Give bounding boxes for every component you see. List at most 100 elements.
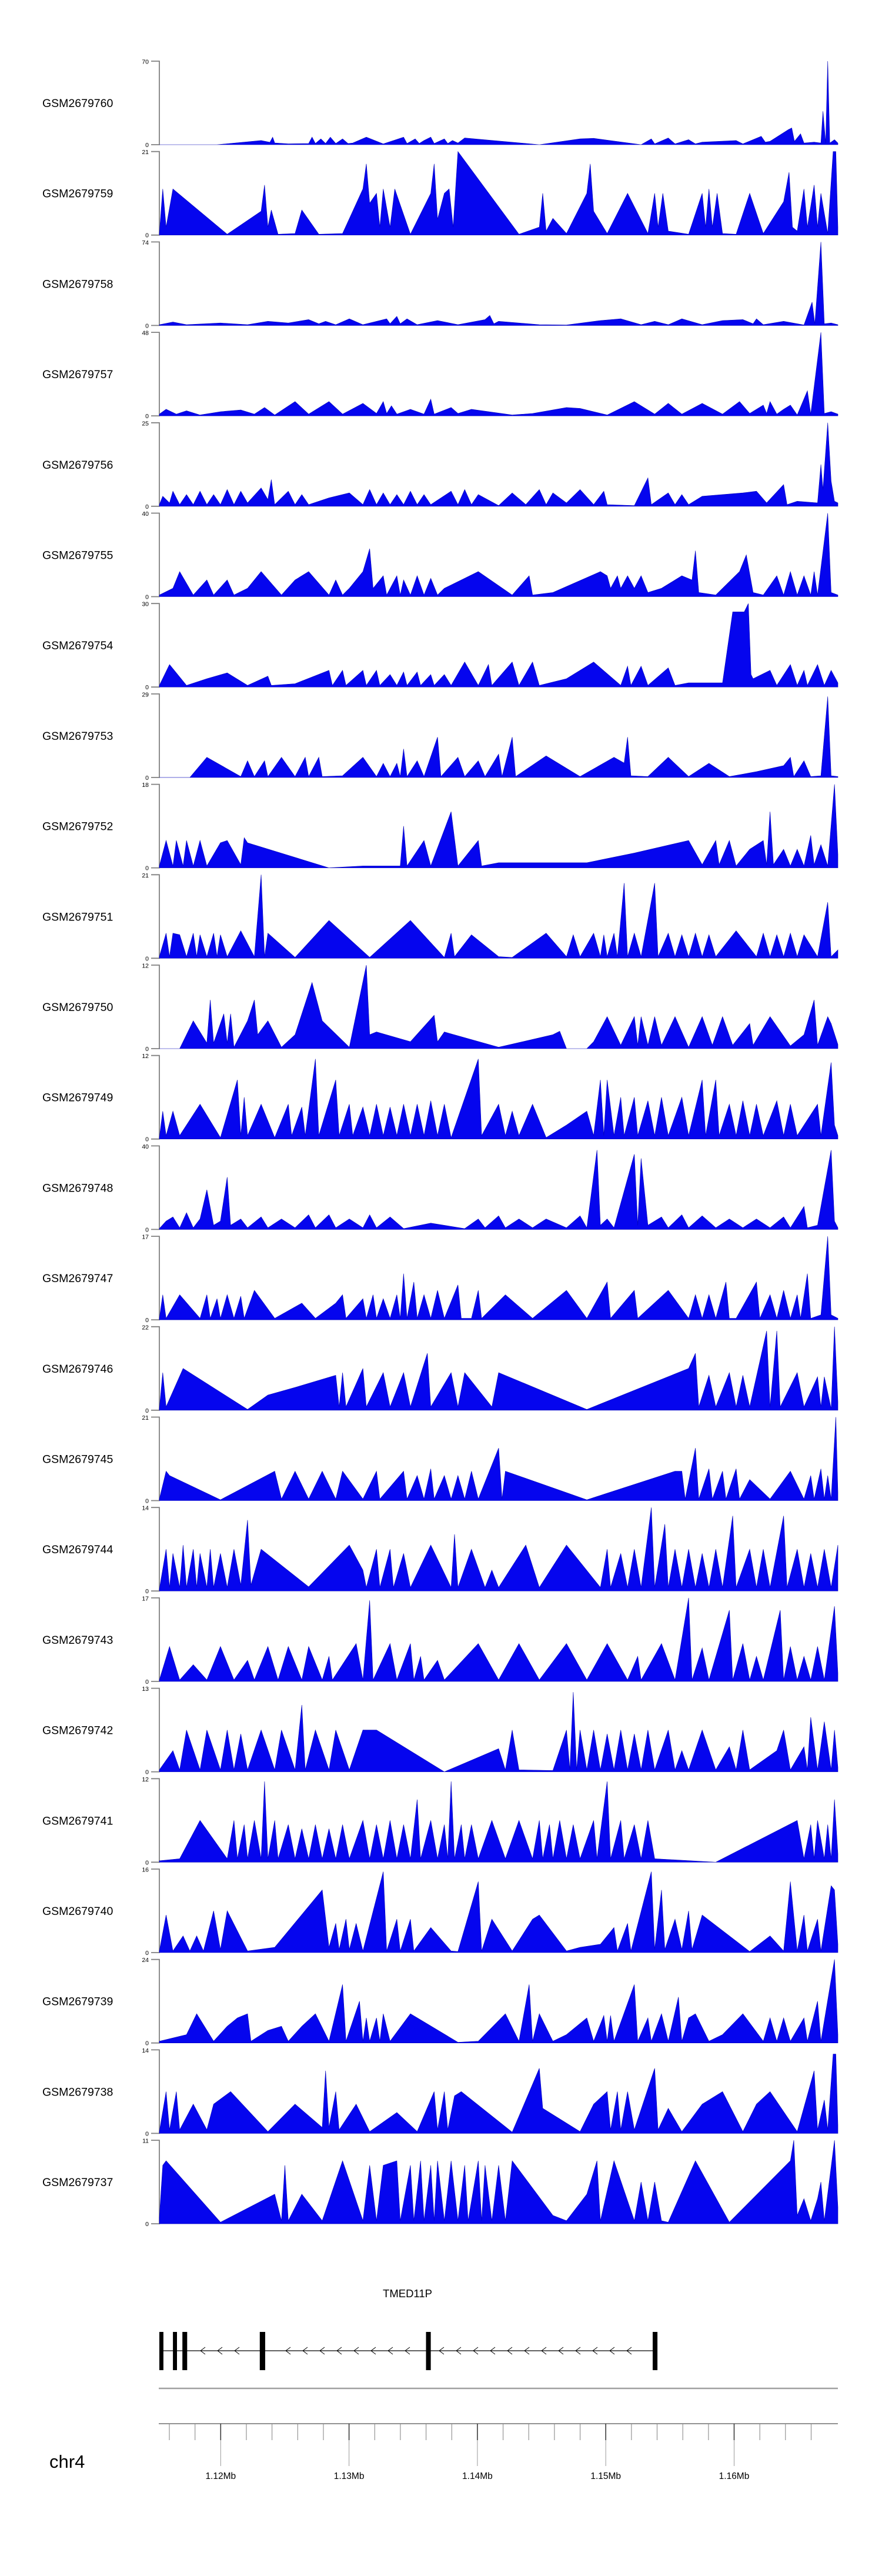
track-area bbox=[159, 2054, 838, 2134]
track-y-axis bbox=[151, 1416, 160, 1501]
y-axis-zero-label: 0 bbox=[145, 503, 149, 510]
gene-name-label: TMED11P bbox=[383, 2287, 432, 2300]
track-label: GSM2679760 bbox=[42, 97, 113, 110]
intron-strand-arrow-icon bbox=[558, 2347, 564, 2355]
track-row-GSM2679742: GSM2679742 13 0 bbox=[42, 1686, 838, 1776]
y-axis-max-label: 17 bbox=[142, 1234, 149, 1241]
track-label: GSM2679757 bbox=[42, 368, 113, 381]
y-axis-zero-label: 0 bbox=[145, 1136, 149, 1143]
track-label: GSM2679749 bbox=[42, 1092, 113, 1105]
track-area bbox=[159, 1150, 838, 1230]
track-y-axis bbox=[151, 2049, 160, 2134]
track-row-GSM2679739: GSM2679739 24 0 bbox=[42, 1957, 838, 2047]
chromosome-label: chr4 bbox=[49, 2451, 85, 2472]
exon-box bbox=[182, 2332, 188, 2370]
track-y-axis bbox=[151, 1236, 160, 1320]
track-area bbox=[159, 1781, 838, 1863]
y-axis-max-label: 22 bbox=[142, 1324, 149, 1331]
y-axis-zero-label: 0 bbox=[145, 1859, 149, 1866]
track-row-GSM2679737: GSM2679737 11 0 bbox=[42, 2138, 838, 2228]
track-area bbox=[159, 1507, 838, 1591]
track-area bbox=[159, 242, 838, 326]
track-label: GSM2679748 bbox=[42, 1182, 113, 1194]
intron-strand-arrow-icon bbox=[507, 2347, 513, 2355]
intron-strand-arrow-icon bbox=[200, 2347, 206, 2355]
track-label: GSM2679759 bbox=[42, 188, 113, 201]
track-y-axis bbox=[151, 1958, 160, 2044]
track-row-GSM2679752: GSM2679752 18 0 bbox=[42, 782, 838, 872]
y-axis-zero-label: 0 bbox=[145, 1226, 149, 1233]
track-area bbox=[159, 1236, 838, 1320]
track-label: GSM2679739 bbox=[42, 1996, 113, 2008]
intron-strand-arrow-icon bbox=[405, 2347, 410, 2355]
y-axis-zero-label: 0 bbox=[145, 865, 149, 872]
track-area bbox=[159, 1692, 838, 1772]
track-area bbox=[159, 1959, 838, 2043]
y-axis-max-label: 21 bbox=[142, 872, 149, 879]
intron-strand-arrow-icon bbox=[319, 2347, 325, 2355]
track-label: GSM2679745 bbox=[42, 1453, 113, 1466]
intron-strand-arrow-icon bbox=[456, 2347, 462, 2355]
y-axis-max-label: 17 bbox=[142, 1595, 149, 1602]
y-axis-zero-label: 0 bbox=[145, 1679, 149, 1686]
y-axis-max-label: 12 bbox=[142, 1776, 149, 1783]
track-y-axis bbox=[151, 1687, 160, 1773]
track-y-axis bbox=[151, 422, 160, 507]
exon-box bbox=[159, 2332, 163, 2370]
track-label: GSM2679755 bbox=[42, 549, 113, 562]
track-label: GSM2679746 bbox=[42, 1363, 113, 1376]
intron-strand-arrow-icon bbox=[626, 2347, 632, 2355]
track-row-GSM2679740: GSM2679740 16 0 bbox=[42, 1867, 838, 1957]
track-label: GSM2679737 bbox=[42, 2176, 113, 2189]
y-axis-max-label: 14 bbox=[142, 1505, 149, 1512]
genome-axis: 1.12Mb 1.13Mb 1.14Mb 1.15Mb 1.16Mb bbox=[159, 2423, 838, 2481]
y-axis-zero-label: 0 bbox=[145, 2221, 149, 2228]
y-axis-zero-label: 0 bbox=[145, 232, 149, 239]
track-row-GSM2679749: GSM2679749 12 0 bbox=[42, 1053, 838, 1143]
track-y-axis bbox=[151, 1055, 160, 1140]
y-axis-zero-label: 0 bbox=[145, 1588, 149, 1595]
y-axis-zero-label: 0 bbox=[145, 1498, 149, 1505]
y-axis-zero-label: 0 bbox=[145, 2040, 149, 2047]
track-label: GSM2679743 bbox=[42, 1634, 113, 1647]
track-y-axis bbox=[151, 1868, 160, 1953]
y-axis-max-label: 14 bbox=[142, 2047, 149, 2054]
track-area bbox=[159, 696, 838, 778]
track-row-GSM2679755: GSM2679755 40 0 bbox=[42, 510, 838, 601]
track-y-axis bbox=[151, 1507, 160, 1592]
track-row-GSM2679759: GSM2679759 21 0 bbox=[42, 149, 838, 239]
y-axis-zero-label: 0 bbox=[145, 142, 149, 149]
track-row-GSM2679757: GSM2679757 48 0 bbox=[42, 330, 838, 420]
track-label: GSM2679752 bbox=[42, 820, 113, 833]
intron-strand-arrow-icon bbox=[592, 2347, 598, 2355]
intron-strand-arrow-icon bbox=[370, 2347, 376, 2355]
track-label: GSM2679744 bbox=[42, 1543, 113, 1556]
y-axis-max-label: 40 bbox=[142, 1143, 149, 1150]
intron-strand-arrow-icon bbox=[387, 2347, 393, 2355]
y-axis-zero-label: 0 bbox=[145, 1769, 149, 1776]
track-y-axis bbox=[151, 693, 160, 778]
track-area bbox=[159, 1871, 838, 1953]
track-row-GSM2679758: GSM2679758 74 0 bbox=[42, 239, 838, 329]
track-row-GSM2679748: GSM2679748 40 0 bbox=[42, 1143, 838, 1233]
track-row-GSM2679738: GSM2679738 14 0 bbox=[42, 2047, 838, 2137]
track-row-GSM2679756: GSM2679756 25 0 bbox=[42, 420, 838, 510]
y-axis-max-label: 13 bbox=[142, 1686, 149, 1693]
y-axis-max-label: 25 bbox=[142, 420, 149, 427]
track-area bbox=[159, 332, 838, 416]
track-area bbox=[159, 875, 838, 959]
y-axis-max-label: 29 bbox=[142, 691, 149, 698]
track-y-axis bbox=[151, 61, 160, 145]
y-axis-max-label: 12 bbox=[142, 963, 149, 970]
track-label: GSM2679747 bbox=[42, 1272, 113, 1285]
y-axis-max-label: 30 bbox=[142, 601, 149, 608]
axis-tick-label: 1.16Mb bbox=[719, 2471, 750, 2481]
exon-box bbox=[426, 2332, 431, 2370]
track-y-axis bbox=[151, 603, 160, 688]
track-area bbox=[159, 603, 838, 688]
y-axis-zero-label: 0 bbox=[145, 955, 149, 962]
y-axis-zero-label: 0 bbox=[145, 413, 149, 420]
intron-strand-arrow-icon bbox=[490, 2347, 496, 2355]
intron-strand-arrow-icon bbox=[575, 2347, 581, 2355]
